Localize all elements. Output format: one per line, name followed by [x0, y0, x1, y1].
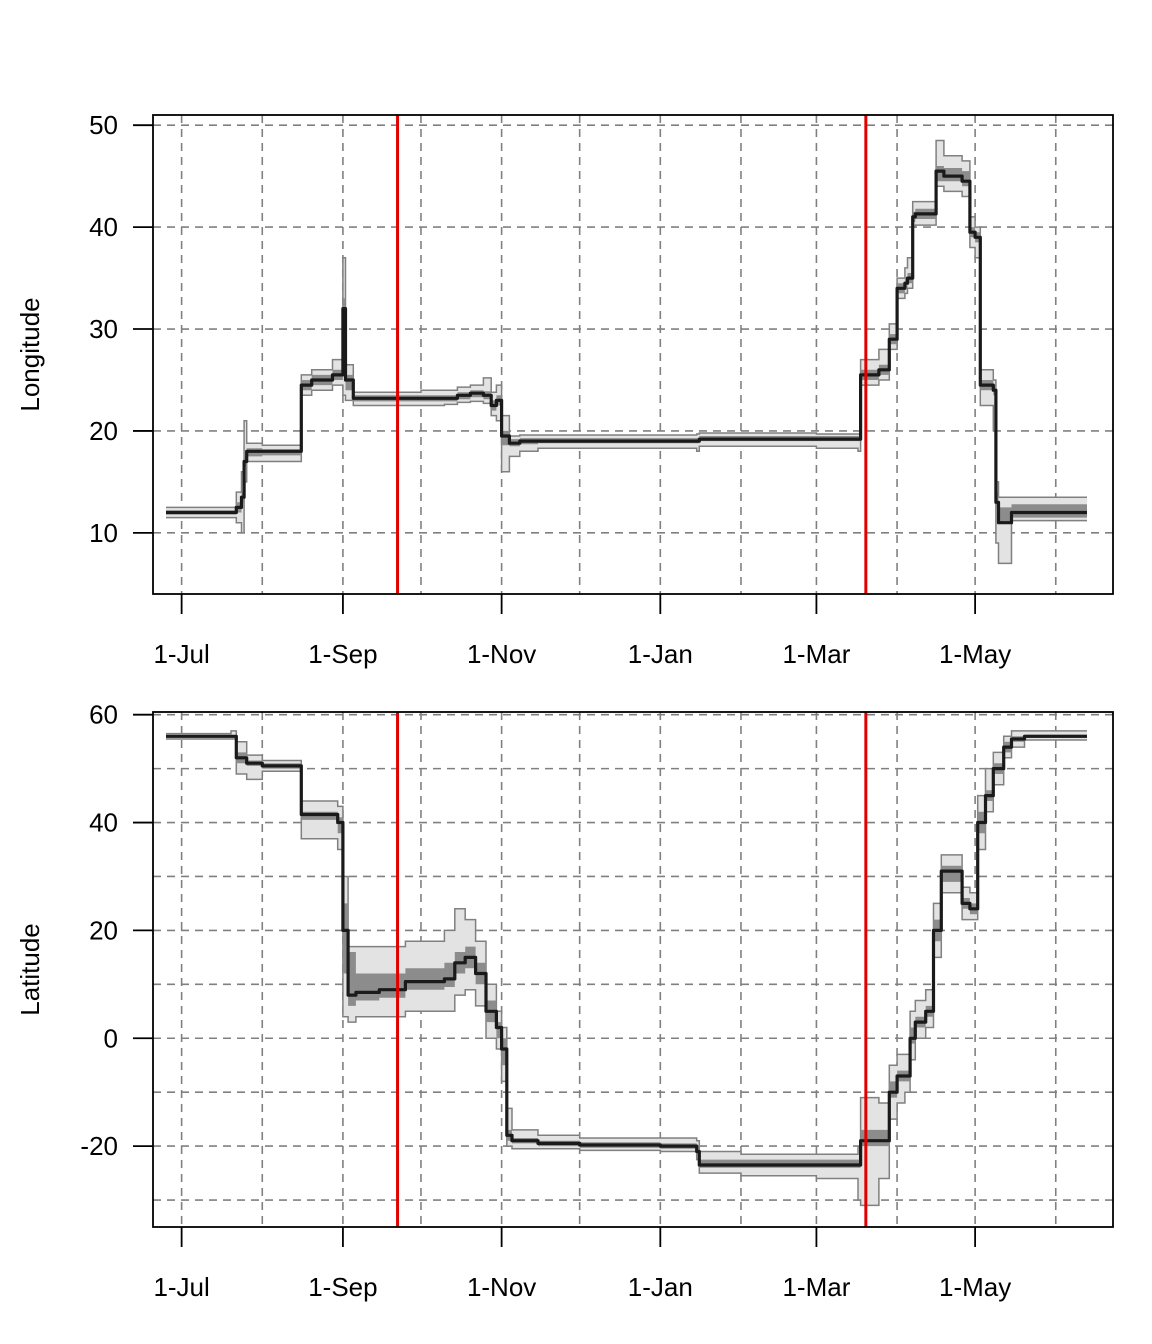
outer-band-lower-edge: [166, 185, 1087, 565]
x-tick-label: 1-Jul: [153, 639, 209, 669]
x-tick-label: 1-Jul: [153, 1272, 209, 1302]
median-track-line: [166, 169, 1087, 525]
y-tick-label: 50: [89, 110, 118, 140]
y-tick-label: -20: [80, 1131, 118, 1161]
y-tick-label: 20: [89, 416, 118, 446]
y-tick-label: 0: [104, 1023, 118, 1053]
x-tick-label: 1-Sep: [308, 639, 377, 669]
x-tick-label: 1-Sep: [308, 1272, 377, 1302]
x-tick-label: 1-Jan: [628, 639, 693, 669]
outer-band-upper-edge: [166, 139, 1087, 509]
y-tick-label: 30: [89, 314, 118, 344]
y-tick-label: 10: [89, 518, 118, 548]
x-tick-label: 1-Nov: [467, 1272, 536, 1302]
y-axis-title: Latitude: [15, 923, 45, 1016]
x-tick-label: 1-Mar: [782, 1272, 850, 1302]
chart-panel-2: 1-Jul 1-Sep 1-Nov 1-Jan 1-Mar 1-May -20 0 20 40 60…: [15, 700, 1114, 1302]
outer-band-upper-edge: [166, 730, 1087, 1155]
y-tick-label: 20: [89, 915, 118, 945]
inner-credible-band: [166, 166, 1087, 523]
inner-credible-band: [166, 734, 1087, 1168]
y-tick-label: 60: [89, 700, 118, 730]
y-tick-label: 40: [89, 808, 118, 838]
x-tick-label: 1-Mar: [782, 639, 850, 669]
plot-frame: [152, 711, 1114, 1228]
x-tick-label: 1-Jan: [628, 1272, 693, 1302]
y-axis-title: Longitude: [15, 297, 45, 411]
x-tick-label: 1-Nov: [467, 639, 536, 669]
x-tick-label: 1-May: [939, 639, 1011, 669]
outer-credible-band: [166, 730, 1087, 1206]
y-tick-label: 40: [89, 212, 118, 242]
grid-lines: [153, 115, 1113, 594]
plot-frame: [152, 114, 1114, 595]
chart-panel-1: 1-Jul 1-Sep 1-Nov 1-Jan 1-Mar 1-May 10 20 30 40 50…: [15, 110, 1114, 669]
median-track-line: [166, 734, 1087, 1167]
outer-credible-band: [166, 140, 1087, 564]
x-tick-label: 1-May: [939, 1272, 1011, 1302]
